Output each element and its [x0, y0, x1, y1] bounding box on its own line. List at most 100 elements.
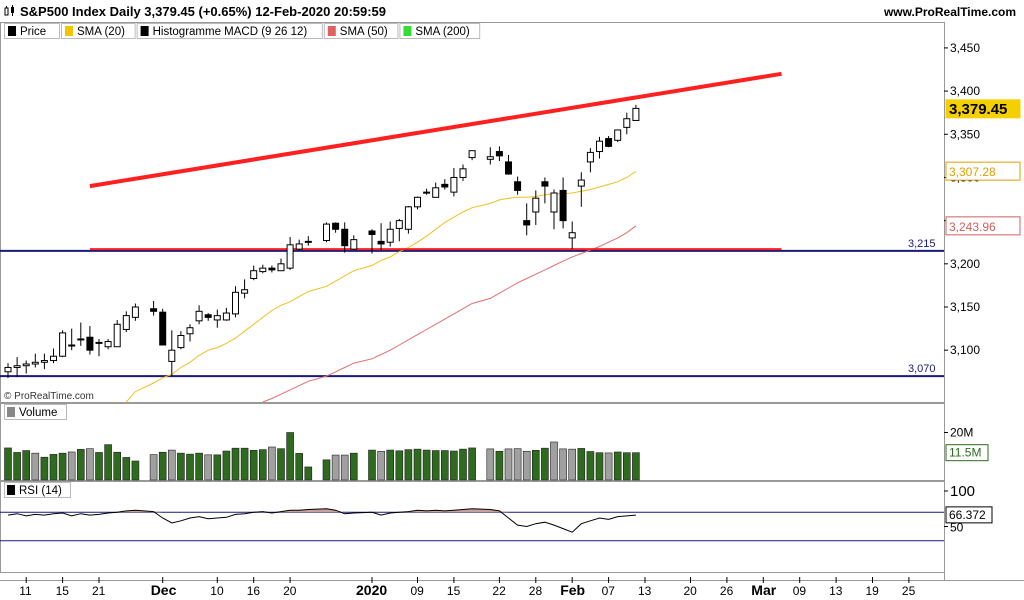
volume-bar: [632, 452, 640, 481]
volume-bar: [559, 448, 567, 481]
x-tick-label: 21: [92, 584, 106, 598]
candle: [323, 222, 330, 243]
candle-body: [459, 168, 467, 178]
candle-body: [195, 310, 203, 322]
volume-bar: [613, 451, 622, 481]
legend-chip: [399, 23, 481, 39]
legend-swatch: [140, 26, 149, 36]
candle-body: [350, 239, 358, 250]
volume-bar: [40, 456, 49, 481]
candle-body: [605, 138, 613, 147]
candle-body: [404, 206, 412, 230]
candle-body: [59, 332, 67, 357]
volume-bar: [240, 447, 249, 481]
volume-bar: [486, 448, 495, 481]
x-tick-label: 09: [411, 584, 425, 598]
volume-bar: [395, 450, 404, 481]
candle: [77, 322, 85, 346]
volume-bar: [277, 448, 285, 481]
candle: [368, 229, 376, 254]
candle: [386, 221, 394, 247]
legend-chip: [4, 23, 60, 39]
candle: [104, 338, 112, 350]
volume-bar: [422, 449, 431, 481]
x-tick-label: 28: [529, 584, 543, 598]
candle-body: [31, 361, 39, 365]
candle-body: [204, 314, 212, 318]
last-price-tag-box: [945, 99, 1021, 119]
candle: [131, 303, 139, 321]
volume-value-tag: 11.5M: [949, 446, 981, 460]
x-tick-label: 26: [720, 584, 734, 598]
volume-bar: [113, 451, 121, 481]
price-tick-label: 3,400: [950, 84, 980, 98]
candle-body: [386, 228, 394, 243]
candle: [22, 360, 30, 374]
volume-bar: [459, 448, 467, 481]
candle: [605, 136, 613, 148]
candle: [31, 353, 39, 368]
volume-bar: [386, 449, 395, 481]
legend-chip: [4, 404, 67, 420]
sma50-value-tag: 3,243.96: [949, 220, 996, 234]
x-tick-label: Mar: [751, 582, 776, 598]
panel-frame: [0, 22, 945, 403]
volume-bar: [604, 452, 613, 481]
volume-bar: [268, 446, 276, 481]
candle: [341, 222, 349, 253]
legend-label: SMA (50): [340, 26, 388, 38]
candle-body: [632, 107, 640, 121]
volume-bar: [222, 450, 231, 481]
x-tick-label: 25: [902, 584, 916, 598]
volume-bar: [513, 448, 522, 481]
x-tick-label: 20: [283, 584, 297, 598]
volume-bar: [595, 452, 604, 481]
candle-body: [368, 230, 376, 235]
candle: [4, 363, 12, 378]
volume-bar: [104, 444, 112, 481]
candle-body: [222, 312, 230, 321]
candle-body: [68, 344, 76, 347]
x-tick-label: 15: [447, 584, 461, 598]
legend-label: Price: [20, 26, 46, 38]
x-tick-label: 07: [602, 584, 616, 598]
candle: [159, 308, 167, 346]
legend-label: SMA (20): [77, 26, 125, 38]
volume-bar: [195, 452, 203, 481]
legend-label: SMA (200): [415, 26, 469, 38]
legend-item: SMA (200): [399, 23, 481, 39]
title-bar: S&P500 Index Daily 3,379.45 (+0.65%) 12-…: [0, 0, 1024, 22]
legend-chip: [136, 23, 323, 39]
volume-bar: [440, 450, 449, 481]
candle-body: [159, 311, 167, 346]
volume-bar: [340, 454, 349, 481]
volume-bar: [450, 450, 458, 481]
volume-bar: [295, 453, 304, 481]
volume-bar: [504, 448, 513, 481]
candle: [395, 218, 403, 242]
volume-bar: [31, 452, 40, 481]
legend-item: SMA (20): [61, 23, 136, 39]
chart-title: S&P500 Index Daily 3,379.45 (+0.65%) 12-…: [20, 4, 387, 19]
volume-bar: [4, 447, 12, 481]
volume-legend: Volume: [4, 404, 67, 420]
volume-bar: [322, 459, 331, 481]
candle: [632, 104, 640, 121]
legend-swatch: [403, 26, 412, 36]
candle: [586, 148, 594, 173]
sma20-value-tag-box: [945, 161, 1021, 181]
candle-body: [505, 161, 512, 175]
brand-link[interactable]: www.ProRealTime.com: [883, 5, 1016, 19]
candle-body: [131, 306, 139, 318]
candle-body: [377, 240, 385, 245]
candle: [623, 112, 631, 135]
legend-swatch: [8, 26, 16, 36]
candle-body: [341, 228, 349, 247]
candlestick-chart-icon: [4, 5, 14, 16]
candle-body: [577, 179, 585, 187]
volume-bar: [377, 450, 385, 481]
candle: [186, 324, 194, 342]
x-tick-label: 13: [829, 584, 843, 598]
sma20-line: [125, 170, 637, 403]
